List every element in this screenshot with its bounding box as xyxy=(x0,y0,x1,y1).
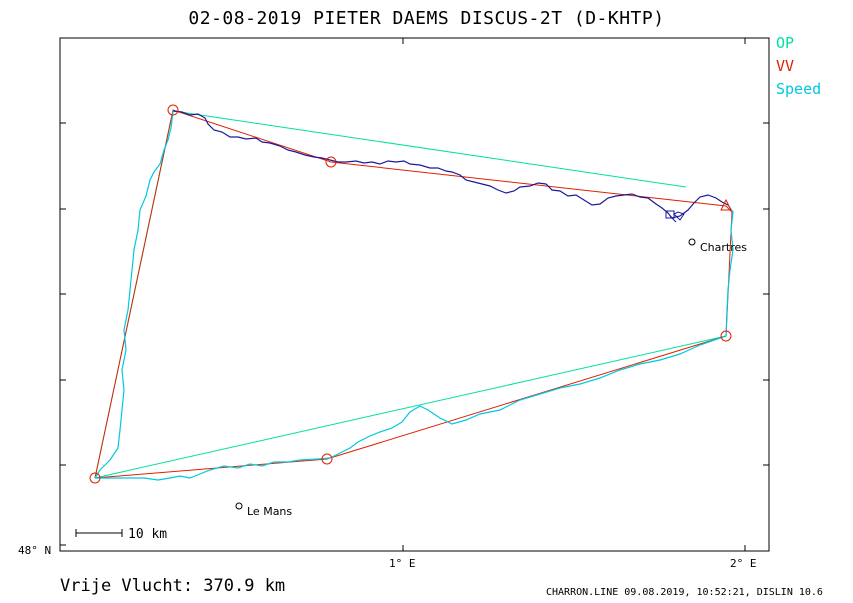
map-frame xyxy=(59,37,770,552)
track-west xyxy=(94,110,174,479)
turnpoint-markers xyxy=(89,104,732,484)
footer-info: CHARRON.LINE 09.08.2019, 10:52:21, DISLI… xyxy=(546,587,823,598)
track-north xyxy=(172,110,729,219)
distance-summary: Vrije Vlucht: 370.9 km xyxy=(60,576,286,596)
legend-vv: VV xyxy=(776,57,795,75)
vv-line xyxy=(94,109,733,479)
thermal-cluster xyxy=(665,210,685,223)
map-title: 02-08-2019 PIETER DAEMS DISCUS-2T (D-KHT… xyxy=(188,8,665,29)
op-line-a xyxy=(94,110,687,479)
turnpoint-5 xyxy=(321,453,333,465)
turnpoint-4 xyxy=(720,330,732,342)
scale-bar-label: 10 km xyxy=(128,527,167,542)
legend-speed: Speed xyxy=(776,80,822,98)
lat-label: 48° N xyxy=(18,544,51,557)
scale-bar xyxy=(75,529,123,537)
legend-op: OP xyxy=(776,34,795,52)
le-mans-marker xyxy=(235,502,243,510)
turnpoint-2 xyxy=(325,156,337,168)
lon-ticks xyxy=(402,38,746,551)
track-east xyxy=(725,204,734,337)
turnpoint-1 xyxy=(167,104,179,116)
turnpoint-3-triangle xyxy=(720,198,732,211)
lat-ticks xyxy=(60,122,769,546)
lon-label-2: 2° E xyxy=(730,557,757,570)
chartres-marker xyxy=(688,238,696,246)
op-line-b xyxy=(94,335,727,479)
chartres-label: Chartres xyxy=(700,241,747,254)
le-mans-label: Le Mans xyxy=(247,505,292,518)
turnpoint-start xyxy=(89,472,101,484)
lon-label-1: 1° E xyxy=(389,557,416,570)
track-south xyxy=(95,335,727,481)
